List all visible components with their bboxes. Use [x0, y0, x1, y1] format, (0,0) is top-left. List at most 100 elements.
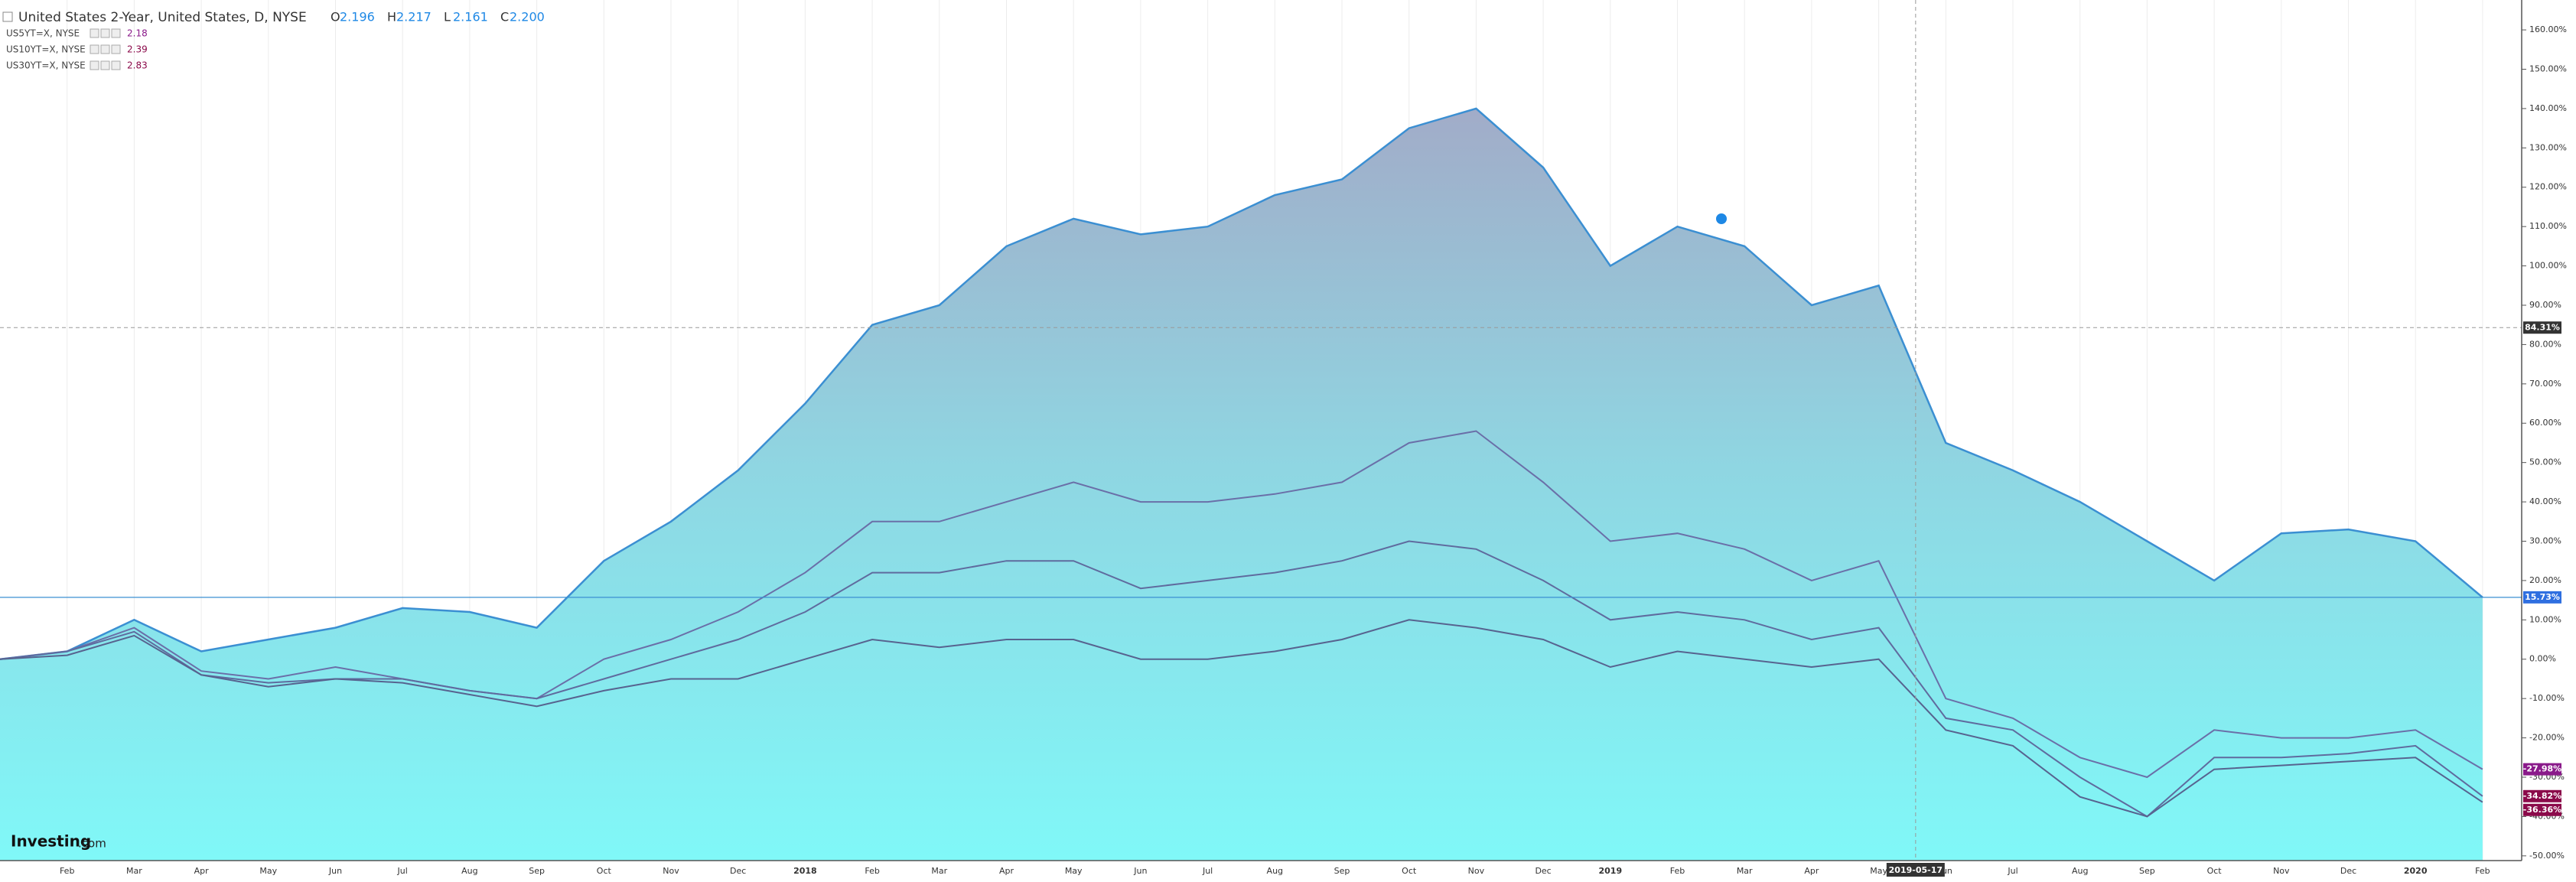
end-label-box — [2523, 789, 2561, 802]
x-tick-label: Sep — [529, 866, 545, 876]
y-tick-label: -50.00% — [2529, 851, 2565, 861]
end-label: 15.73% — [2525, 592, 2560, 602]
x-tick-label: Apr — [194, 866, 210, 876]
end-label-box — [2523, 591, 2561, 604]
series-line — [0, 619, 2483, 818]
ohlc-key: H — [387, 10, 396, 24]
chart-title: United States 2-Year, United States, D, … — [18, 10, 307, 25]
x-tick-label: 2020 — [2404, 866, 2428, 876]
y-tick-label: 40.00% — [2529, 496, 2561, 506]
y-tick-label: 150.00% — [2529, 63, 2567, 73]
area — [0, 108, 2483, 861]
x-tick-label: Jul — [2007, 866, 2017, 876]
ohlc-value: 2.196 — [340, 10, 375, 24]
crosshair-y-label: 84.31% — [2525, 322, 2560, 332]
logo-suffix: .com — [78, 837, 106, 851]
x-tick-label: Feb — [2475, 866, 2490, 876]
y-tick-label: 70.00% — [2529, 379, 2561, 389]
legend-value: 2.18 — [127, 28, 148, 39]
y-tick-label: 130.00% — [2529, 142, 2567, 152]
x-tick-label: Aug — [1267, 866, 1283, 876]
x-tick-label: Nov — [663, 866, 679, 876]
x-tick-label: Feb — [865, 866, 879, 876]
legend-name: US10YT=X, NYSE — [6, 44, 86, 55]
x-tick-label: 2018 — [793, 866, 817, 876]
y-tick-label: 50.00% — [2529, 457, 2561, 467]
crosshair-x-label: 2019-05-17 — [1889, 865, 1943, 875]
end-label: -27.98% — [2523, 764, 2561, 774]
ohlc-value: 2.161 — [453, 10, 488, 24]
x-tick-label: Nov — [1468, 866, 1485, 876]
end-label-box — [2523, 763, 2561, 776]
legend-button[interactable] — [100, 28, 110, 38]
end-label: -36.36% — [2523, 805, 2561, 815]
legend-value: 2.39 — [127, 44, 148, 55]
x-tick-label: Oct — [2207, 866, 2223, 876]
legend-value: 2.83 — [127, 60, 148, 71]
legend-button[interactable] — [111, 28, 121, 38]
collapse-icon[interactable] — [2, 11, 13, 22]
y-tick-label: 120.00% — [2529, 182, 2567, 192]
crosshair-x-box — [1886, 863, 1945, 877]
event-marker[interactable] — [1715, 212, 1728, 226]
y-tick-label: 20.00% — [2529, 575, 2561, 585]
x-tick-label: Sep — [1334, 866, 1350, 876]
ohlc-key: O — [331, 10, 340, 24]
x-tick-label: Aug — [2072, 866, 2088, 876]
x-tick-label: Mar — [126, 866, 142, 876]
x-tick-label: Jul — [1202, 866, 1213, 876]
x-tick-label: Oct — [1402, 866, 1417, 876]
series-line — [0, 540, 2483, 818]
y-tick-label: 10.00% — [2529, 614, 2561, 624]
x-tick-label: Aug — [461, 866, 477, 876]
x-tick-label: Dec — [2340, 866, 2356, 876]
logo-main: Investing — [11, 832, 91, 851]
x-tick-label: Nov — [2273, 866, 2290, 876]
ohlc-value: 2.200 — [510, 10, 545, 24]
x-tick-label: Jun — [328, 866, 342, 876]
legend-button[interactable] — [90, 60, 99, 70]
x-tick-label: Mar — [931, 866, 947, 876]
x-tick-label: Feb — [60, 866, 74, 876]
ohlc-value: 2.217 — [396, 10, 432, 24]
x-tick-label: Sep — [2139, 866, 2155, 876]
y-tick-label: 110.00% — [2529, 221, 2567, 231]
x-tick-label: Apr — [1804, 866, 1819, 876]
x-tick-label: Dec — [1535, 866, 1551, 876]
legend-button[interactable] — [111, 60, 121, 70]
x-tick-label: May — [259, 866, 277, 876]
legend-button[interactable] — [100, 44, 110, 54]
y-tick-label: 160.00% — [2529, 24, 2567, 34]
y-tick-label: 60.00% — [2529, 418, 2561, 428]
x-tick-label: Apr — [999, 866, 1014, 876]
x-tick-label: May — [1065, 866, 1083, 876]
y-tick-label: 140.00% — [2529, 103, 2567, 113]
series-line — [0, 107, 2483, 660]
x-tick-label: Jul — [397, 866, 408, 876]
legend-button[interactable] — [90, 44, 99, 54]
y-tick-label: 90.00% — [2529, 300, 2561, 310]
x-tick-label: Dec — [730, 866, 746, 876]
y-tick-label: 100.00% — [2529, 261, 2567, 271]
x-tick-label: 2019 — [1598, 866, 1622, 876]
legend-button[interactable] — [100, 60, 110, 70]
x-tick-label: May — [1870, 866, 1887, 876]
legend-button[interactable] — [90, 28, 99, 38]
legend-name: US5YT=X, NYSE — [6, 28, 80, 39]
end-label: -34.82% — [2523, 791, 2561, 801]
crosshair-y-box — [2523, 321, 2561, 334]
y-tick-label: 30.00% — [2529, 535, 2561, 545]
y-tick-label: -20.00% — [2529, 733, 2565, 743]
y-tick-label: -10.00% — [2529, 693, 2565, 703]
legend-button[interactable] — [111, 44, 121, 54]
x-tick-label: Mar — [1737, 866, 1753, 876]
y-tick-label: 80.00% — [2529, 339, 2561, 349]
x-tick-label: Jun — [1133, 866, 1147, 876]
end-label-box — [2523, 803, 2561, 816]
legend-name: US30YT=X, NYSE — [6, 60, 86, 71]
x-tick-label: Oct — [597, 866, 612, 876]
y-tick-label: 0.00% — [2529, 654, 2556, 664]
ohlc-key: C — [500, 10, 509, 24]
ohlc-key: L — [444, 10, 451, 24]
